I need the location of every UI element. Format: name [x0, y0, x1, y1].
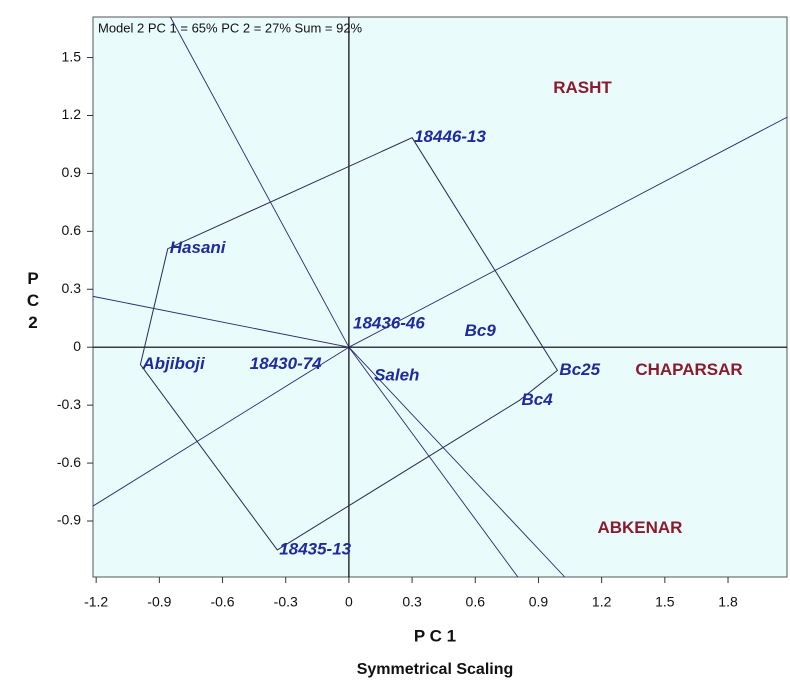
genotype-label: 18430-74: [250, 354, 322, 373]
hull-polygon: [139, 137, 559, 551]
x-tick-label: 0.9: [529, 594, 549, 610]
sector-ray: [348, 346, 519, 578]
x-tick-label: 1.8: [718, 594, 738, 610]
x-tick-label: -1.2: [84, 594, 108, 610]
genotype-label: Bc25: [559, 360, 600, 379]
y-tick-label: -0.6: [57, 454, 81, 470]
y-tick-label: -0.3: [57, 396, 81, 412]
plot-area: [92, 16, 788, 578]
x-tick-label: 0.6: [466, 594, 486, 610]
y-tick-label: -0.9: [57, 512, 81, 528]
y-tick-label: 0.6: [62, 222, 82, 238]
sector-ray: [169, 16, 350, 348]
genotype-label: Bc9: [465, 321, 497, 340]
x-tick-label: 1.2: [592, 594, 612, 610]
genotype-label: 18435-13: [279, 539, 351, 558]
genotype-label: 18446-13: [414, 127, 486, 146]
chart-title: Model 2 PC 1 = 65% PC 2 = 27% Sum = 92%: [98, 20, 363, 35]
genotype-label: Bc4: [522, 390, 554, 409]
environment-label: CHAPARSAR: [635, 360, 742, 379]
y-tick-label: 1.2: [62, 106, 82, 122]
x-tick-label: 0.3: [402, 594, 422, 610]
genotype-label: Hasani: [170, 238, 227, 257]
x-tick-label: 1.5: [655, 594, 675, 610]
genotype-label: 18436-46: [353, 314, 425, 333]
x-tick-label: -0.9: [147, 594, 171, 610]
sector-ray: [92, 295, 349, 348]
sector-ray: [348, 346, 566, 578]
subtitle: Symmetrical Scaling: [357, 661, 514, 678]
x-tick-label: -0.6: [210, 594, 234, 610]
y-tick-label: 1.5: [62, 48, 82, 64]
x-axis-label: P C 1: [414, 626, 456, 645]
y-axis-label: P C 2: [26, 269, 40, 332]
sector-ray: [92, 346, 350, 507]
y-tick-label: 0.3: [62, 280, 82, 296]
y-tick-label: 0.9: [62, 164, 82, 180]
x-tick-label: -0.3: [274, 594, 298, 610]
genotype-label: Saleh: [374, 366, 419, 385]
x-tick-label: 0: [345, 594, 353, 610]
genotype-label: Abjiboji: [141, 354, 206, 373]
environment-label: ABKENAR: [597, 518, 682, 537]
y-tick-label: 0: [73, 338, 81, 354]
sector-ray: [348, 116, 788, 348]
environment-label: RASHT: [553, 78, 612, 97]
